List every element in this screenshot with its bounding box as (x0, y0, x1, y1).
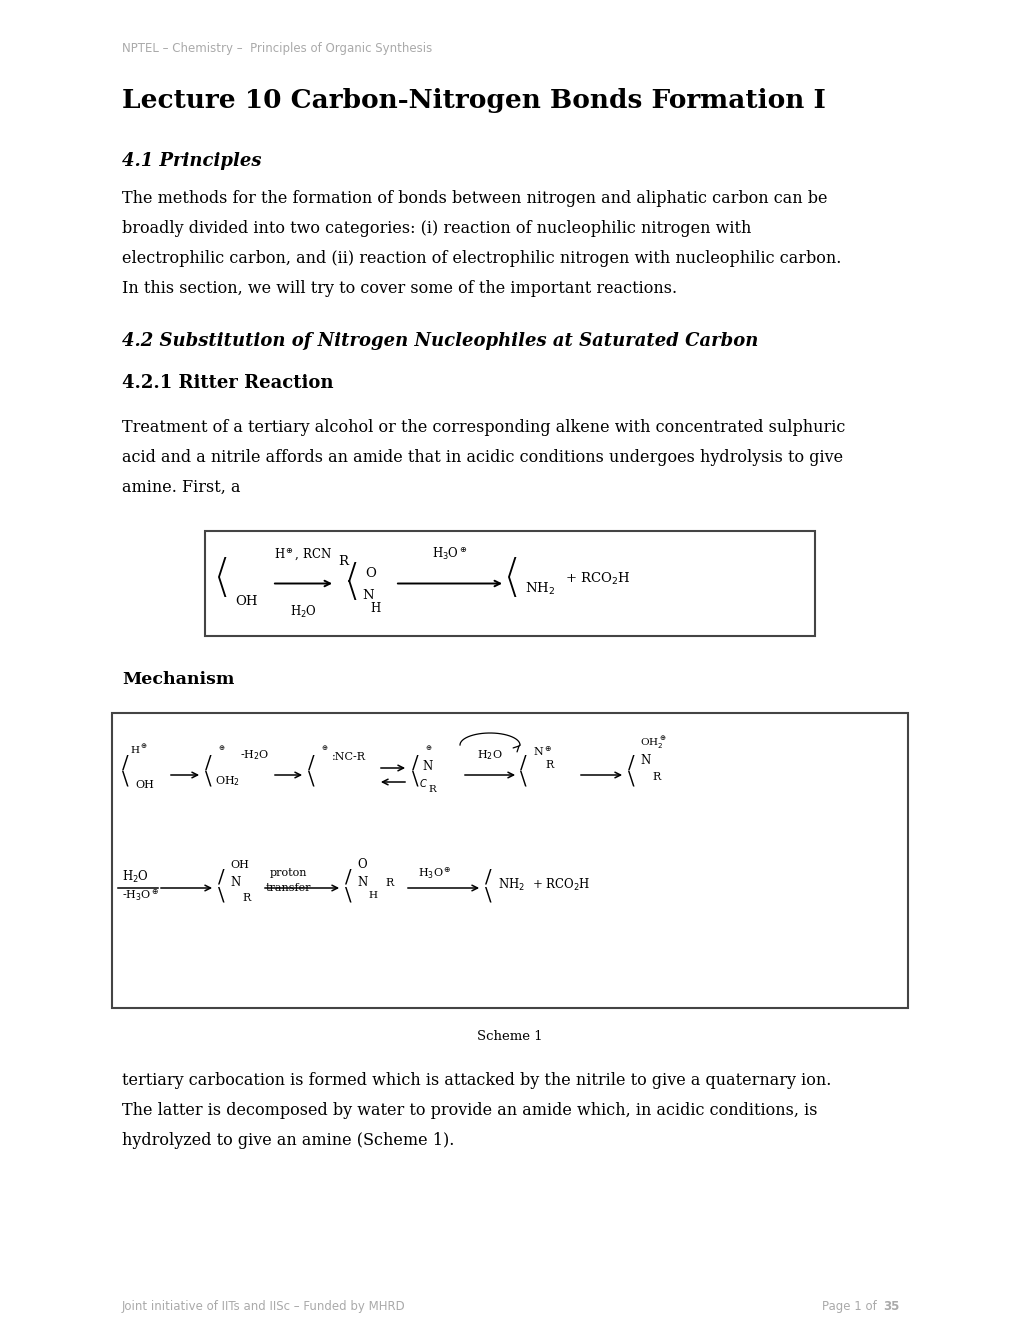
Text: The latter is decomposed by water to provide an amide which, in acidic condition: The latter is decomposed by water to pro… (122, 1102, 816, 1119)
Text: N: N (422, 760, 432, 774)
Text: H: H (370, 602, 380, 615)
Text: N: N (229, 876, 240, 890)
Text: R: R (544, 760, 552, 770)
Text: In this section, we will try to cover some of the important reactions.: In this section, we will try to cover so… (122, 280, 677, 297)
Text: 35: 35 (882, 1300, 899, 1313)
Text: H$_2$O: H$_2$O (477, 748, 502, 762)
Text: Treatment of a tertiary alcohol or the corresponding alkene with concentrated su: Treatment of a tertiary alcohol or the c… (122, 418, 845, 436)
Text: /: / (344, 869, 352, 887)
Text: H$_3$O$^\oplus$: H$_3$O$^\oplus$ (432, 545, 468, 561)
Text: $^\oplus$: $^\oplus$ (217, 747, 225, 755)
Text: OH$_2^\oplus$: OH$_2^\oplus$ (639, 735, 665, 751)
Text: /: / (218, 557, 226, 579)
Text: /: / (308, 754, 314, 772)
Text: H$_3$O$^\oplus$: H$_3$O$^\oplus$ (418, 866, 451, 880)
Text: H$_2$O: H$_2$O (289, 603, 316, 619)
Text: H$^\oplus$, RCN: H$^\oplus$, RCN (274, 545, 331, 561)
Bar (112, 713, 907, 1008)
Text: amine. First, a: amine. First, a (122, 479, 240, 496)
Text: :NC-R: :NC-R (331, 752, 366, 762)
Text: N: N (639, 755, 650, 767)
Text: NH$_2$: NH$_2$ (497, 876, 525, 894)
Text: transfer: transfer (265, 883, 311, 894)
Text: N$^\oplus$: N$^\oplus$ (533, 744, 551, 758)
Text: /: / (628, 754, 634, 772)
Text: broadly divided into two categories: (i) reaction of nucleophilic nitrogen with: broadly divided into two categories: (i)… (122, 220, 751, 238)
Text: 4.2.1 Ritter Reaction: 4.2.1 Ritter Reaction (122, 374, 333, 392)
Text: $^\oplus$: $^\oplus$ (424, 747, 432, 755)
Text: \: \ (347, 579, 356, 603)
Text: \: \ (344, 887, 352, 906)
Text: \: \ (412, 770, 418, 788)
Text: OH$_2$: OH$_2$ (215, 774, 239, 788)
Text: R: R (651, 772, 659, 781)
Text: /: / (205, 754, 211, 772)
Text: O: O (357, 858, 366, 871)
Text: /: / (520, 754, 526, 772)
Text: H$^\oplus$: H$^\oplus$ (129, 742, 148, 755)
Text: + RCO$_2$H: + RCO$_2$H (565, 570, 630, 586)
Text: R: R (337, 554, 347, 568)
Text: N: N (362, 589, 373, 602)
Text: OH: OH (135, 780, 154, 789)
Text: Scheme 1: Scheme 1 (477, 1030, 542, 1043)
Text: \: \ (484, 887, 491, 906)
Text: proton: proton (269, 869, 307, 878)
Text: $^\oplus$: $^\oplus$ (320, 747, 328, 755)
Text: \: \ (205, 770, 211, 788)
Text: O: O (365, 568, 376, 579)
Text: Page 1 of: Page 1 of (820, 1300, 879, 1313)
Text: \: \ (628, 770, 634, 788)
Bar (205, 531, 814, 636)
Text: The methods for the formation of bonds between nitrogen and aliphatic carbon can: The methods for the formation of bonds b… (122, 190, 826, 207)
Text: /: / (507, 557, 516, 579)
Text: Joint initiative of IITs and IISc – Funded by MHRD: Joint initiative of IITs and IISc – Fund… (122, 1300, 406, 1313)
Text: R: R (384, 878, 393, 888)
Text: hydrolyzed to give an amine (Scheme 1).: hydrolyzed to give an amine (Scheme 1). (122, 1133, 453, 1148)
Text: /: / (122, 754, 128, 772)
Text: OH: OH (229, 861, 249, 870)
Text: \: \ (122, 770, 128, 788)
Text: + RCO$_2$H: + RCO$_2$H (532, 876, 590, 894)
Text: \: \ (218, 887, 224, 906)
Text: /: / (484, 869, 491, 887)
Text: 4.1 Principles: 4.1 Principles (122, 152, 261, 170)
Text: -H$_2$O: -H$_2$O (239, 748, 269, 762)
Text: \: \ (308, 770, 314, 788)
Text: N: N (357, 876, 367, 890)
Text: 4.2 Substitution of Nitrogen Nucleophiles at Saturated Carbon: 4.2 Substitution of Nitrogen Nucleophile… (122, 333, 758, 350)
Text: -H$_3$O$^\oplus$: -H$_3$O$^\oplus$ (122, 887, 159, 903)
Text: $\underset{}{C}$: $\underset{}{C}$ (419, 777, 427, 788)
Text: tertiary carbocation is formed which is attacked by the nitrile to give a quater: tertiary carbocation is formed which is … (122, 1072, 830, 1089)
Text: /: / (347, 562, 356, 585)
Text: OH: OH (234, 595, 257, 609)
Text: NPTEL – Chemistry –  Principles of Organic Synthesis: NPTEL – Chemistry – Principles of Organi… (122, 42, 432, 55)
Text: R: R (242, 894, 250, 903)
Text: Lecture 10 Carbon-Nitrogen Bonds Formation I: Lecture 10 Carbon-Nitrogen Bonds Formati… (122, 88, 825, 114)
Text: Mechanism: Mechanism (122, 671, 234, 688)
Text: \: \ (507, 577, 516, 601)
Text: NH$_2$: NH$_2$ (525, 581, 554, 597)
Text: \: \ (520, 770, 526, 788)
Text: H$_2$O: H$_2$O (122, 869, 149, 884)
Text: /: / (218, 869, 224, 887)
Text: electrophilic carbon, and (ii) reaction of electrophilic nitrogen with nucleophi: electrophilic carbon, and (ii) reaction … (122, 249, 841, 267)
Text: R: R (428, 785, 435, 795)
Text: acid and a nitrile affords an amide that in acidic conditions undergoes hydrolys: acid and a nitrile affords an amide that… (122, 449, 843, 466)
Text: /: / (412, 754, 418, 772)
Text: \: \ (218, 577, 226, 601)
Text: H: H (368, 891, 377, 899)
